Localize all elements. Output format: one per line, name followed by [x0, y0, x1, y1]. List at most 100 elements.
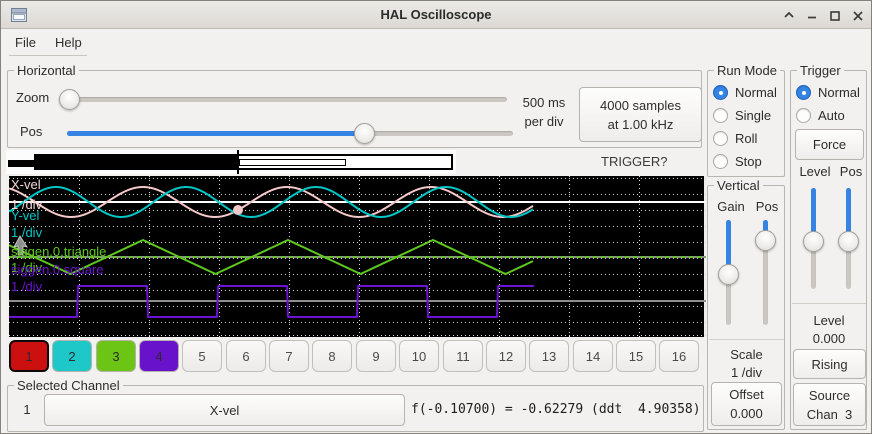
- vertical-pos-slider-handle[interactable]: [755, 230, 776, 251]
- trigger-pos-slider-handle[interactable]: [838, 231, 859, 252]
- run-mode-frame: Run Mode Normal Single Roll Stop: [707, 63, 785, 177]
- trigger-frame-label: Trigger: [797, 63, 844, 78]
- zoom-label: Zoom: [16, 90, 50, 105]
- minimize-icon[interactable]: [802, 5, 822, 25]
- title-bar[interactable]: HAL Oscilloscope: [1, 1, 871, 29]
- scope-channel-label-2: Y-vel: [11, 208, 40, 223]
- channel-button-6[interactable]: 6: [226, 340, 266, 372]
- force-button[interactable]: Force: [795, 129, 864, 160]
- horizontal-zoom-handle[interactable]: [59, 89, 80, 110]
- channel-button-7[interactable]: 7: [269, 340, 309, 372]
- run-mode-option-stop[interactable]: Stop: [713, 153, 762, 170]
- gain-slider-fill: [726, 220, 731, 275]
- scope-channel-label-4: siggen.0.triangle: [11, 244, 106, 259]
- scope-channel-label-1: 1 /div: [11, 197, 43, 212]
- trace-marker-dot: [233, 205, 243, 215]
- pos-label: Pos: [20, 124, 43, 139]
- vertical-pos-slider[interactable]: [763, 220, 768, 325]
- channel-button-11[interactable]: 11: [443, 340, 483, 372]
- scope-display[interactable]: X-vel 1 /div Y-vel 1 /div siggen.0.triangle 1…: [8, 176, 706, 337]
- trace-Y-vel: [8, 186, 534, 218]
- trigger-mode-option-auto[interactable]: Auto: [796, 107, 845, 124]
- maximize-icon[interactable]: [825, 5, 845, 25]
- run-mode-label-stop: Stop: [735, 154, 762, 169]
- offset-button[interactable]: Offset 0.000: [711, 382, 782, 426]
- trigger-mode-radio-auto[interactable]: [796, 108, 811, 123]
- window-title: HAL Oscilloscope: [380, 7, 492, 22]
- channel-button-2[interactable]: 2: [52, 340, 92, 372]
- menu-help[interactable]: Help: [55, 35, 82, 50]
- run-mode-option-roll[interactable]: Roll: [713, 130, 757, 147]
- channel-button-4[interactable]: 4: [139, 340, 179, 372]
- trigger-source-button[interactable]: Source Chan 3: [793, 383, 866, 426]
- selected-channel-frame: Selected Channel 1 X-vel f(-0.10700) = -…: [7, 378, 704, 432]
- trigger-level-slider-label: Level: [799, 164, 831, 179]
- scale-caption: Scale: [730, 347, 763, 362]
- channel-button-3[interactable]: 3: [96, 340, 136, 372]
- run-mode-radio-stop[interactable]: [713, 154, 728, 169]
- menu-bar: File Help: [1, 29, 871, 56]
- trigger-edge-button[interactable]: Rising: [793, 349, 866, 379]
- cursor-readout: f(-0.10700) = -0.62279 (ddt 4.90358): [411, 402, 701, 417]
- channel-button-14[interactable]: 14: [573, 340, 613, 372]
- menu-file[interactable]: File: [15, 35, 36, 50]
- chevron-up-icon[interactable]: [779, 5, 799, 25]
- channel-button-16[interactable]: 16: [659, 340, 699, 372]
- record-pretrigger-segment: [8, 160, 34, 167]
- trigger-level-value: 0.000: [812, 331, 846, 346]
- trigger-level-slider-fill: [811, 188, 816, 241]
- record-filled-bar: [36, 156, 237, 168]
- trigger-mode-label-auto: Auto: [818, 108, 845, 123]
- gain-slider-handle[interactable]: [718, 264, 739, 285]
- trigger-level-slider-handle[interactable]: [803, 231, 824, 252]
- run-mode-label-roll: Roll: [735, 131, 758, 146]
- gain-label: Gain: [717, 199, 745, 214]
- vertical-pos-label: Pos: [755, 199, 779, 214]
- vertical-frame-label: Vertical: [714, 178, 763, 193]
- run-mode-radio-roll[interactable]: [713, 131, 728, 146]
- channel-button-10[interactable]: 10: [399, 340, 439, 372]
- trigger-pos-slider-label: Pos: [839, 164, 863, 179]
- channel-button-8[interactable]: 8: [312, 340, 352, 372]
- run-mode-frame-label: Run Mode: [714, 63, 780, 78]
- trigger-mode-option-normal[interactable]: Normal: [796, 84, 860, 101]
- horizontal-zoom-slider[interactable]: [59, 97, 507, 102]
- channel-button-1[interactable]: 1: [9, 340, 49, 372]
- channel-button-13[interactable]: 13: [529, 340, 569, 372]
- window-icon: [11, 7, 27, 23]
- trigger-frame-divider: [792, 303, 866, 304]
- trigger-status-label: TRIGGER?: [601, 154, 668, 169]
- scope-cursor-arrow-icon: [13, 235, 28, 256]
- channel-button-5[interactable]: 5: [182, 340, 222, 372]
- run-mode-radio-single[interactable]: [713, 108, 728, 123]
- record-trigger-marker: [237, 150, 239, 174]
- channel-button-15[interactable]: 15: [616, 340, 656, 372]
- run-mode-label-single: Single: [735, 108, 772, 123]
- horizontal-frame: Horizontal Zoom 500 ms per div 4000 samp…: [7, 63, 702, 148]
- selected-channel-frame-label: Selected Channel: [14, 378, 123, 393]
- vertical-frame: Vertical Gain Pos Scale 1 /div Offset 0.…: [707, 178, 785, 430]
- vertical-frame-divider: [709, 339, 784, 340]
- horizontal-pos-slider-fill: [67, 131, 364, 136]
- run-mode-option-normal[interactable]: Normal: [713, 84, 777, 101]
- scope-channel-label-0: X-vel: [11, 177, 41, 192]
- scope-channel-label-7: 1 /div: [11, 279, 43, 294]
- scope-channel-label-3: 1 /div: [11, 225, 43, 240]
- run-mode-radio-normal[interactable]: [713, 85, 728, 100]
- samples-rate-button[interactable]: 4000 samples at 1.00 kHz: [579, 87, 702, 142]
- channel-button-12[interactable]: 12: [486, 340, 526, 372]
- run-mode-option-single[interactable]: Single: [713, 107, 771, 124]
- run-mode-label-normal: Normal: [735, 85, 777, 100]
- time-per-div-label: 500 ms per div: [522, 95, 566, 129]
- selected-channel-name-button[interactable]: X-vel: [44, 394, 405, 426]
- channel-button-9[interactable]: 9: [356, 340, 396, 372]
- horizontal-pos-handle[interactable]: [354, 123, 375, 144]
- trigger-frame: Trigger Force Level Pos Level 0.000 Risi…: [790, 63, 867, 430]
- trigger-mode-radio-normal[interactable]: [796, 85, 811, 100]
- close-icon[interactable]: [848, 5, 868, 25]
- selected-channel-number: 1: [23, 402, 31, 417]
- horizontal-frame-label: Horizontal: [14, 63, 79, 78]
- trigger-level-caption: Level: [813, 313, 845, 328]
